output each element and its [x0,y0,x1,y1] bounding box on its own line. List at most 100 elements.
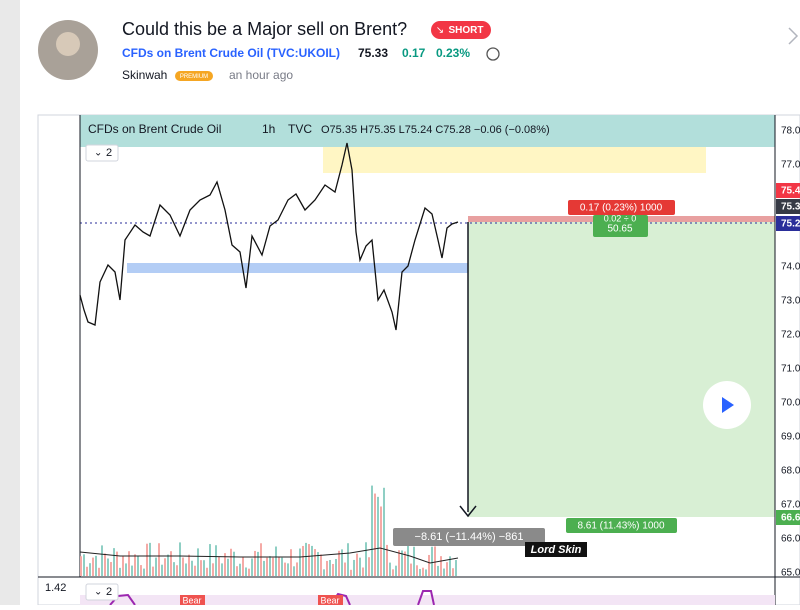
volume-bar [392,569,394,576]
volume-bar [242,557,244,576]
volume-bar [374,493,376,576]
avatar-face [56,32,80,56]
price-tick: 74.0 [781,262,800,273]
volume-bar [254,550,256,576]
volume-bar [104,553,106,576]
pane-count: 2 [106,586,112,598]
volume-bar [98,567,100,576]
volume-bar [326,560,328,576]
volume-bar [269,556,271,576]
volume-bar [221,563,223,576]
volume-bar [344,562,346,576]
volume-bar [293,566,295,576]
stop-box [566,518,677,533]
volume-bar [89,563,91,576]
volume-bar [188,554,190,576]
price-tick: 73.0 [781,296,800,307]
pane-value: 1.42 [45,582,66,594]
volume-bar [218,556,220,576]
volume-bar [281,557,283,576]
volume-bar [428,554,430,576]
volume-bar [257,551,259,576]
volume-bar [422,567,424,576]
volume-bar [158,543,160,576]
volume-bar [251,558,253,576]
volume-bar [341,549,343,576]
volume-bar [137,556,139,576]
volume-bar [173,562,175,576]
volume-bar [329,559,331,576]
volume-bar [308,544,310,576]
next-arrow[interactable] [788,27,799,45]
volume-bar [401,550,403,576]
volume-bar [266,557,268,576]
symbol-link[interactable]: CFDs on Brent Crude Oil (TVC:UKOIL) [122,46,340,60]
volume-bar [419,568,421,576]
volume-bar [371,485,373,576]
indicator-toggle[interactable] [85,144,119,162]
price-tick: 69.0 [781,432,800,443]
volume-bar [395,565,397,576]
volume-bar [176,565,178,576]
legend-source: TVC [288,122,312,136]
volume-bar [290,549,292,576]
volume-bar [161,564,163,576]
pane-toggle[interactable] [85,583,119,601]
volume-bar [248,568,250,576]
volume-bar [440,556,442,576]
volume-bar [311,545,313,576]
volume-bar [407,545,409,576]
volume-bar [110,562,112,576]
volume-bar [305,542,307,576]
volume-bar [446,562,448,576]
author[interactable]: Skinwah [122,68,167,82]
volume-bar [335,558,337,576]
volume-bar [209,544,211,576]
axis-marker-text: 75.2 [781,219,800,230]
volume-bar [203,560,205,576]
short-icon: ↘ [436,25,444,36]
measure-label: −8.61 (−11.44%) −861 [415,531,524,543]
volume-bar [368,557,370,576]
volume-bar [320,554,322,576]
volume-bar [287,563,289,576]
volume-bar [263,560,265,576]
volume-bar [356,553,358,576]
price-tick: 65.0 [781,568,800,579]
price-tick: 72.0 [781,330,800,341]
volume-bar [131,565,133,576]
volume-bar [455,560,457,576]
volume-bar [206,567,208,576]
axis-marker [776,216,800,231]
profit-zone [468,222,775,517]
volume-bar [230,548,232,576]
short-badge [431,21,491,39]
volume-bar [83,554,85,576]
price-tick: 67.0 [781,500,800,511]
volume-bar [101,545,103,576]
volume-bar [197,548,199,576]
volume-bar [437,565,439,576]
volume-bar [338,550,340,576]
volume-bar [146,543,148,576]
support-zone [127,263,589,273]
signal-box [318,595,343,605]
entry-box [593,215,648,237]
volume-bar [332,563,334,576]
volume-bar [443,568,445,576]
signal-label: Bear [182,595,201,605]
toggle-chevron: ⌄ [94,148,102,159]
volume-bar [377,496,379,576]
volume-bar [350,569,352,576]
volume-bar [236,566,238,576]
alert-icon[interactable] [486,47,500,61]
price-tick: 68.0 [781,466,800,477]
volume-bar [143,568,145,576]
time: an hour ago [229,68,293,82]
volume-bar [95,555,97,576]
volume-bar [80,556,82,576]
axis-marker [776,183,800,198]
volume-bar [362,567,364,576]
volume-average [79,547,459,564]
